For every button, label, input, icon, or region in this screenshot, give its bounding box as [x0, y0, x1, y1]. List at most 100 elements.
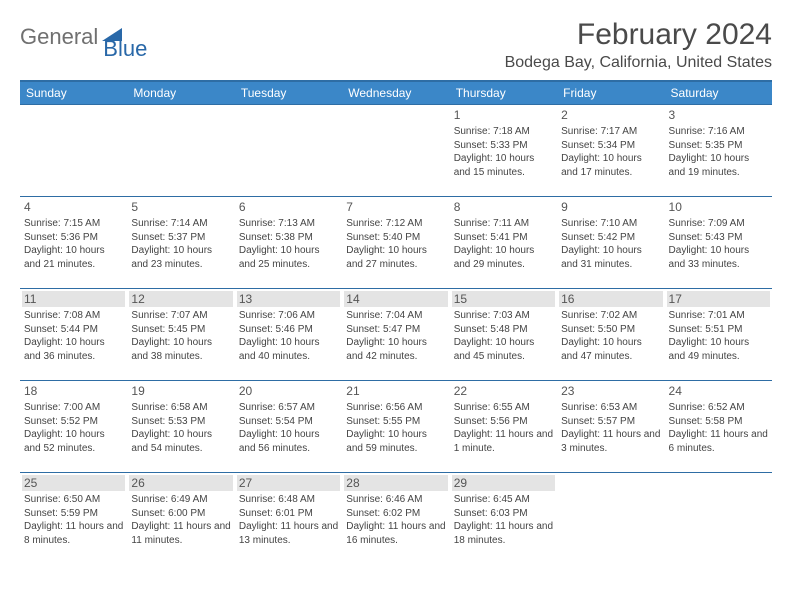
day-data: Sunrise: 7:14 AMSunset: 5:37 PMDaylight:… [131, 217, 230, 271]
sunrise-text: Sunrise: 6:48 AM [239, 493, 338, 507]
day-data: Sunrise: 7:02 AMSunset: 5:50 PMDaylight:… [561, 309, 660, 363]
logo: General Blue [20, 24, 169, 50]
weekday-header: Sunday [20, 81, 127, 105]
calendar-week-row: 18Sunrise: 7:00 AMSunset: 5:52 PMDayligh… [20, 381, 772, 473]
sunset-text: Sunset: 5:53 PM [131, 415, 230, 429]
calendar-day-cell: 4Sunrise: 7:15 AMSunset: 5:36 PMDaylight… [20, 197, 127, 289]
sunrise-text: Sunrise: 6:58 AM [131, 401, 230, 415]
sunrise-text: Sunrise: 6:52 AM [669, 401, 768, 415]
calendar-empty-cell [20, 105, 127, 197]
daylight-text: Daylight: 11 hours and 16 minutes. [346, 520, 445, 547]
sunrise-text: Sunrise: 7:01 AM [669, 309, 768, 323]
sunrise-text: Sunrise: 6:55 AM [454, 401, 553, 415]
day-number: 20 [237, 383, 340, 399]
sunrise-text: Sunrise: 6:57 AM [239, 401, 338, 415]
day-number: 7 [344, 199, 447, 215]
sunrise-text: Sunrise: 7:11 AM [454, 217, 553, 231]
calendar-day-cell: 21Sunrise: 6:56 AMSunset: 5:55 PMDayligh… [342, 381, 449, 473]
sunset-text: Sunset: 5:41 PM [454, 231, 553, 245]
day-number: 6 [237, 199, 340, 215]
calendar-day-cell: 14 Sunrise: 7:04 AMSunset: 5:47 PMDayligh… [342, 289, 449, 381]
sunrise-text: Sunrise: 7:04 AM [346, 309, 445, 323]
sunrise-text: Sunrise: 7:18 AM [454, 125, 553, 139]
sunset-text: Sunset: 5:56 PM [454, 415, 553, 429]
day-number: 23 [559, 383, 662, 399]
daylight-text: Daylight: 10 hours and 19 minutes. [669, 152, 768, 179]
day-number: 10 [667, 199, 770, 215]
daylight-text: Daylight: 10 hours and 31 minutes. [561, 244, 660, 271]
sunset-text: Sunset: 6:03 PM [454, 507, 553, 521]
day-number: 11 [22, 291, 125, 307]
sunrise-text: Sunrise: 7:07 AM [131, 309, 230, 323]
daylight-text: Daylight: 10 hours and 54 minutes. [131, 428, 230, 455]
day-number: 26 [129, 475, 232, 491]
calendar-day-cell: 13 Sunrise: 7:06 AMSunset: 5:46 PMDayligh… [235, 289, 342, 381]
day-number: 14 [344, 291, 447, 307]
daylight-text: Daylight: 10 hours and 33 minutes. [669, 244, 768, 271]
sunrise-text: Sunrise: 7:00 AM [24, 401, 123, 415]
calendar-empty-cell [665, 473, 772, 565]
day-data: Sunrise: 7:18 AMSunset: 5:33 PMDaylight:… [454, 125, 553, 179]
calendar-day-cell: 27Sunrise: 6:48 AMSunset: 6:01 PMDayligh… [235, 473, 342, 565]
day-data: Sunrise: 7:06 AMSunset: 5:46 PMDaylight:… [239, 309, 338, 363]
sunset-text: Sunset: 5:59 PM [24, 507, 123, 521]
calendar-day-cell: 18Sunrise: 7:00 AMSunset: 5:52 PMDayligh… [20, 381, 127, 473]
sunrise-text: Sunrise: 7:06 AM [239, 309, 338, 323]
day-data: Sunrise: 6:46 AMSunset: 6:02 PMDaylight:… [346, 493, 445, 547]
sunset-text: Sunset: 5:33 PM [454, 139, 553, 153]
sunrise-text: Sunrise: 7:14 AM [131, 217, 230, 231]
sunset-text: Sunset: 5:55 PM [346, 415, 445, 429]
day-number: 12 [129, 291, 232, 307]
calendar-day-cell: 2Sunrise: 7:17 AMSunset: 5:34 PMDaylight… [557, 105, 664, 197]
calendar-day-cell: 12 Sunrise: 7:07 AMSunset: 5:45 PMDayligh… [127, 289, 234, 381]
day-data: Sunrise: 7:10 AMSunset: 5:42 PMDaylight:… [561, 217, 660, 271]
sunrise-text: Sunrise: 7:17 AM [561, 125, 660, 139]
sunset-text: Sunset: 6:02 PM [346, 507, 445, 521]
calendar-table: SundayMondayTuesdayWednesdayThursdayFrid… [20, 80, 772, 565]
day-number: 13 [237, 291, 340, 307]
weekday-header: Thursday [450, 81, 557, 105]
calendar-day-cell: 17Sunrise: 7:01 AMSunset: 5:51 PMDayligh… [665, 289, 772, 381]
sunrise-text: Sunrise: 7:10 AM [561, 217, 660, 231]
sunset-text: Sunset: 6:00 PM [131, 507, 230, 521]
day-number: 5 [129, 199, 232, 215]
day-number: 29 [452, 475, 555, 491]
day-data: Sunrise: 7:07 AMSunset: 5:45 PMDaylight:… [131, 309, 230, 363]
daylight-text: Daylight: 10 hours and 15 minutes. [454, 152, 553, 179]
daylight-text: Daylight: 11 hours and 3 minutes. [561, 428, 660, 455]
day-number: 3 [667, 107, 770, 123]
daylight-text: Daylight: 11 hours and 11 minutes. [131, 520, 230, 547]
day-data: Sunrise: 7:13 AMSunset: 5:38 PMDaylight:… [239, 217, 338, 271]
day-data: Sunrise: 7:11 AMSunset: 5:41 PMDaylight:… [454, 217, 553, 271]
calendar-day-cell: 19Sunrise: 6:58 AMSunset: 5:53 PMDayligh… [127, 381, 234, 473]
day-number: 9 [559, 199, 662, 215]
daylight-text: Daylight: 10 hours and 47 minutes. [561, 336, 660, 363]
day-number: 4 [22, 199, 125, 215]
sunset-text: Sunset: 5:48 PM [454, 323, 553, 337]
calendar-day-cell: 8Sunrise: 7:11 AMSunset: 5:41 PMDaylight… [450, 197, 557, 289]
day-data: Sunrise: 7:00 AMSunset: 5:52 PMDaylight:… [24, 401, 123, 455]
calendar-day-cell: 11Sunrise: 7:08 AMSunset: 5:44 PMDayligh… [20, 289, 127, 381]
daylight-text: Daylight: 10 hours and 56 minutes. [239, 428, 338, 455]
daylight-text: Daylight: 10 hours and 45 minutes. [454, 336, 553, 363]
sunset-text: Sunset: 6:01 PM [239, 507, 338, 521]
sunrise-text: Sunrise: 6:50 AM [24, 493, 123, 507]
sunset-text: Sunset: 5:47 PM [346, 323, 445, 337]
daylight-text: Daylight: 10 hours and 36 minutes. [24, 336, 123, 363]
header: General Blue February 2024 Bodega Bay, C… [20, 18, 772, 72]
day-number: 27 [237, 475, 340, 491]
sunset-text: Sunset: 5:54 PM [239, 415, 338, 429]
daylight-text: Daylight: 10 hours and 42 minutes. [346, 336, 445, 363]
day-data: Sunrise: 6:53 AMSunset: 5:57 PMDaylight:… [561, 401, 660, 455]
day-data: Sunrise: 7:09 AMSunset: 5:43 PMDaylight:… [669, 217, 768, 271]
day-data: Sunrise: 6:56 AMSunset: 5:55 PMDaylight:… [346, 401, 445, 455]
daylight-text: Daylight: 10 hours and 52 minutes. [24, 428, 123, 455]
daylight-text: Daylight: 10 hours and 59 minutes. [346, 428, 445, 455]
calendar-day-cell: 7Sunrise: 7:12 AMSunset: 5:40 PMDaylight… [342, 197, 449, 289]
sunset-text: Sunset: 5:52 PM [24, 415, 123, 429]
sunrise-text: Sunrise: 6:56 AM [346, 401, 445, 415]
weekday-header-row: SundayMondayTuesdayWednesdayThursdayFrid… [20, 81, 772, 105]
location: Bodega Bay, California, United States [505, 54, 772, 72]
daylight-text: Daylight: 10 hours and 38 minutes. [131, 336, 230, 363]
sunset-text: Sunset: 5:58 PM [669, 415, 768, 429]
